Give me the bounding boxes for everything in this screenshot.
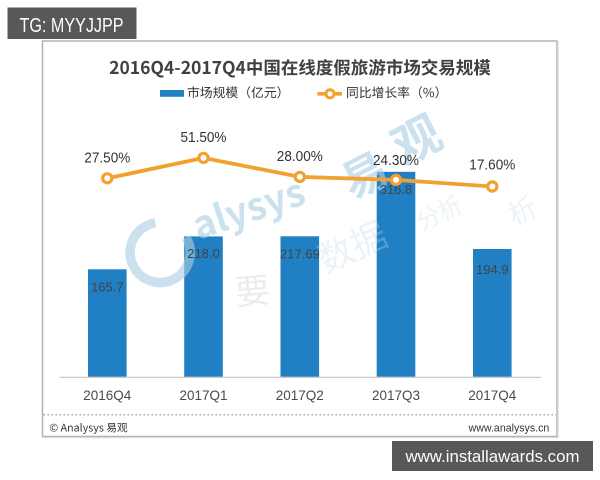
svg-text:2017Q3: 2017Q3 bbox=[372, 387, 420, 403]
svg-text:2017Q1: 2017Q1 bbox=[180, 387, 228, 403]
svg-text:2016Q4: 2016Q4 bbox=[83, 387, 131, 403]
svg-text:217.69: 217.69 bbox=[280, 246, 320, 261]
svg-text:51.50%: 51.50% bbox=[181, 130, 227, 146]
svg-text:www.analysys.cn: www.analysys.cn bbox=[468, 422, 550, 434]
svg-text:316.8: 316.8 bbox=[380, 182, 413, 197]
svg-text:28.00%: 28.00% bbox=[277, 149, 323, 165]
svg-text:2017Q2: 2017Q2 bbox=[276, 387, 324, 403]
svg-text:TG: MYYJJPP: TG: MYYJJPP bbox=[20, 15, 124, 37]
svg-text:2017Q4: 2017Q4 bbox=[468, 387, 516, 403]
svg-text:194.9: 194.9 bbox=[476, 262, 509, 277]
svg-text:24.30%: 24.30% bbox=[373, 153, 419, 169]
svg-text:www.installawards.com: www.installawards.com bbox=[405, 447, 580, 466]
svg-text:165.7: 165.7 bbox=[91, 279, 124, 294]
svg-text:27.50%: 27.50% bbox=[84, 151, 130, 167]
svg-text:218.0: 218.0 bbox=[187, 246, 220, 261]
svg-text:17.60%: 17.60% bbox=[469, 158, 515, 174]
